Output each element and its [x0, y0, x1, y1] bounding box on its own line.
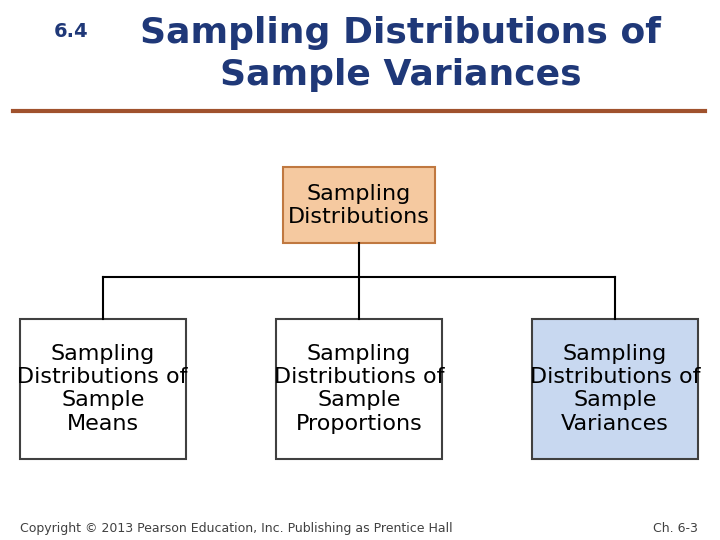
FancyBboxPatch shape — [283, 167, 435, 243]
Text: Ch. 6-3: Ch. 6-3 — [653, 522, 698, 535]
Text: Sampling
Distributions of
Sample
Proportions: Sampling Distributions of Sample Proport… — [274, 344, 444, 434]
FancyBboxPatch shape — [276, 319, 442, 459]
FancyBboxPatch shape — [532, 319, 698, 459]
FancyBboxPatch shape — [19, 319, 186, 459]
Text: Sampling
Distributions of
Sample
Variances: Sampling Distributions of Sample Varianc… — [530, 344, 701, 434]
Text: Sampling
Distributions of
Sample
Means: Sampling Distributions of Sample Means — [17, 344, 188, 434]
Text: Copyright © 2013 Pearson Education, Inc. Publishing as Prentice Hall: Copyright © 2013 Pearson Education, Inc.… — [19, 522, 452, 535]
Text: Sampling Distributions of
Sample Variances: Sampling Distributions of Sample Varianc… — [140, 16, 661, 92]
Text: 6.4: 6.4 — [54, 22, 89, 40]
Text: Sampling
Distributions: Sampling Distributions — [288, 184, 430, 227]
